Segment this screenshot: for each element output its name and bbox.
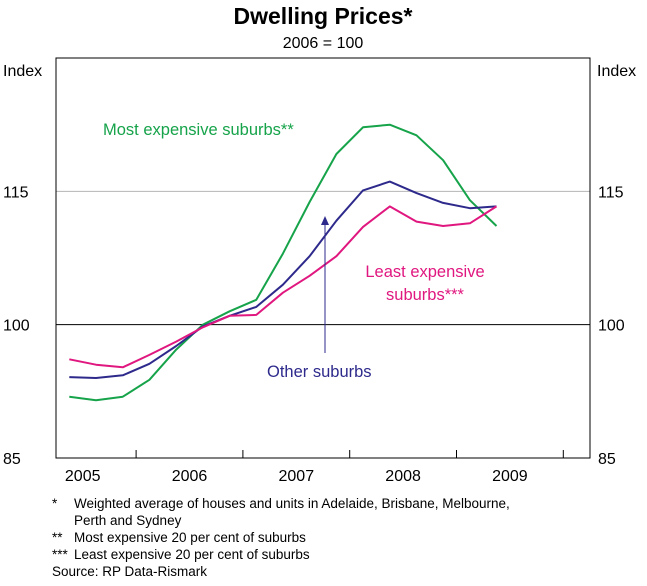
plot-frame <box>55 57 591 459</box>
footnote-text: Perth and Sydney <box>74 513 182 528</box>
footnote-mark: ** <box>52 530 63 545</box>
source-note: Source: RP Data-Rismark <box>52 564 208 579</box>
footnote-text: Most expensive 20 per cent of suburbs <box>74 530 306 545</box>
x-tick-label: 2006 <box>172 468 208 485</box>
footnote-3: *** Least expensive 20 per cent of subur… <box>52 546 510 563</box>
footnote-text: Least expensive 20 per cent of suburbs <box>74 547 310 562</box>
label-most-expensive: Most expensive suburbs** <box>103 121 294 139</box>
footnote-text: Weighted average of houses and units in … <box>74 496 510 511</box>
y-tick-label-right: 100 <box>598 318 625 335</box>
x-tick-label: 2005 <box>65 468 101 485</box>
footnote-2: ** Most expensive 20 per cent of suburbs <box>52 529 510 546</box>
footnote-mark: *** <box>52 547 68 562</box>
y-tick-label-left: 100 <box>3 318 30 335</box>
series-line-most-expensive-suburbs <box>69 123 498 402</box>
y-tick-label-right: 115 <box>598 184 624 201</box>
footnote-mark: * <box>52 496 58 511</box>
y-tick-label-right: 85 <box>598 451 616 468</box>
label-other-suburbs: Other suburbs <box>267 363 372 381</box>
series-line-least-expensive-suburbs <box>69 205 498 369</box>
x-tick-label: 2009 <box>492 468 528 485</box>
x-tick-label: 2008 <box>385 468 421 485</box>
footnote-1: * Weighted average of houses and units i… <box>52 495 510 529</box>
y-axis-label-left: Index <box>3 63 42 80</box>
y-axis-label-right: Index <box>597 63 636 80</box>
label-least-expensive-line2: suburbs*** <box>386 286 465 304</box>
chart-subtitle: 2006 = 100 <box>283 35 364 52</box>
x-tick-label: 2007 <box>279 468 315 485</box>
footnotes: * Weighted average of houses and units i… <box>52 495 510 580</box>
y-tick-label-left: 85 <box>3 451 21 468</box>
other-suburbs-pointer <box>321 216 329 353</box>
y-tick-label-left: 115 <box>3 184 29 201</box>
label-least-expensive-line1: Least expensive <box>365 263 484 281</box>
series-line-other-suburbs <box>69 180 497 379</box>
chart-title: Dwelling Prices* <box>234 3 413 29</box>
dwelling-prices-chart: Dwelling Prices* 2006 = 100 Index Index … <box>3 3 636 485</box>
